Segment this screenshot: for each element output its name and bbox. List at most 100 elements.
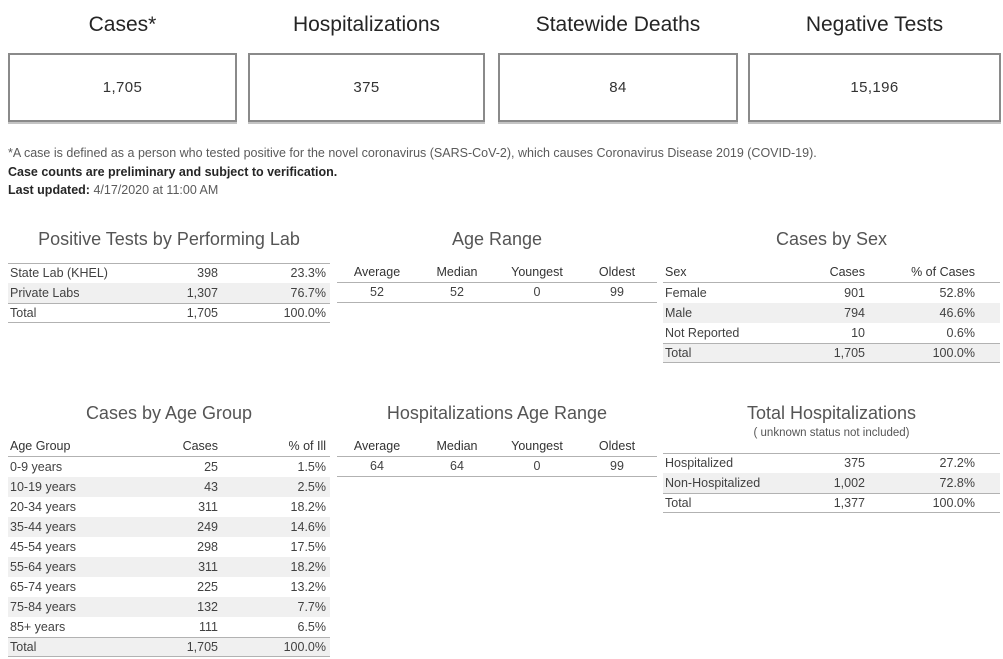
last-updated-label: Last updated: (8, 183, 90, 198)
row-percent: 18.2% (290, 499, 326, 514)
summary-card-negative-tests: Negative Tests 15,196 (748, 0, 1001, 125)
col-header: Youngest (511, 439, 563, 453)
footnotes: *A case is defined as a person who teste… (8, 144, 1000, 200)
row-label: Total (10, 640, 37, 654)
title-hosp-age-range: Hospitalizations Age Range (386, 403, 608, 423)
table-row: Male 794 46.6% (663, 303, 1000, 323)
table-row: Non-Hospitalized 1,002 72.8% (663, 473, 1000, 493)
row-label: Not Reported (665, 325, 740, 340)
row-count: 1,705 (186, 640, 218, 654)
col-header: Median (436, 265, 478, 279)
row-percent: 72.8% (939, 475, 975, 490)
table-cases-by-age: Age Group Cases % of Ill 0-9 years 25 1.… (8, 437, 330, 657)
row-percent: 100.0% (932, 346, 975, 360)
row-label: Male (665, 305, 693, 320)
preliminary-note: Case counts are preliminary and subject … (8, 164, 338, 179)
row-count: 794 (844, 305, 865, 320)
col-header: Age Group (10, 439, 71, 453)
total-row: Total 1,377 100.0% (663, 493, 1000, 513)
summary-card-hospitalizations: Hospitalizations 375 (248, 0, 485, 125)
table-row: Not Reported 10 0.6% (663, 323, 1000, 343)
row-count: 43 (204, 479, 218, 494)
card-value-negative-tests: 15,196 (850, 79, 899, 96)
row-count: 132 (197, 599, 218, 614)
total-row: Total 1,705 100.0% (663, 343, 1000, 363)
row-label: Non-Hospitalized (665, 475, 761, 490)
cell-youngest: 0 (533, 285, 541, 299)
header-row: Age Group Cases % of Ill (8, 437, 330, 457)
total-row: Total 1,705 100.0% (8, 637, 330, 657)
row-label: 55-64 years (10, 559, 77, 574)
table-row: 85+ years 111 6.5% (8, 617, 330, 637)
row-label: 65-74 years (10, 579, 77, 594)
row-label: 20-34 years (10, 499, 77, 514)
row-count: 311 (198, 499, 218, 514)
row-percent: 18.2% (290, 559, 326, 574)
table-total-hospitalizations: Hospitalized 375 27.2% Non-Hospitalized … (663, 453, 1000, 513)
row-label: Total (10, 306, 37, 320)
table-row: 45-54 years 298 17.5% (8, 537, 330, 557)
row-percent: 0.6% (946, 325, 976, 340)
col-header: % of Cases (911, 265, 975, 279)
card-value-box: 84 (498, 53, 738, 122)
row-percent: 23.3% (290, 266, 326, 280)
table-row: 10-19 years 43 2.5% (8, 477, 330, 497)
last-updated-line: Last updated: 4/17/2020 at 11:00 AM (8, 181, 1000, 200)
card-title-deaths: Statewide Deaths (535, 13, 701, 36)
col-header: Cases (829, 265, 865, 279)
row-count: 249 (197, 519, 218, 534)
row-count: 398 (197, 266, 218, 280)
row-percent: 100.0% (283, 640, 326, 654)
cell-oldest: 99 (610, 459, 624, 473)
table-cases-by-sex: Sex Cases % of Cases Female 901 52.8% Ma… (663, 263, 1000, 363)
table-row: Private Labs 1,307 76.7% (8, 283, 330, 303)
row-count: 311 (198, 559, 218, 574)
row-percent: 7.7% (297, 599, 327, 614)
total-row: Total 1,705 100.0% (8, 303, 330, 323)
row-count: 298 (197, 539, 218, 554)
row-label: Private Labs (10, 285, 80, 300)
header-row: Sex Cases % of Cases (663, 263, 1000, 283)
row-count: 111 (198, 619, 218, 634)
table-row: 35-44 years 249 14.6% (8, 517, 330, 537)
card-title-negative-tests: Negative Tests (805, 13, 944, 36)
row-count: 1,705 (833, 346, 865, 360)
row-percent: 52.8% (939, 285, 975, 300)
row-count: 225 (197, 579, 218, 594)
table-age-range: Average Median Youngest Oldest 52 52 0 9… (337, 263, 657, 303)
summary-card-deaths: Statewide Deaths 84 (498, 0, 738, 125)
cell-median: 52 (450, 285, 464, 299)
row-percent: 2.5% (297, 479, 327, 494)
header-row: Average Median Youngest Oldest (337, 437, 657, 457)
table-row: 0-9 years 25 1.5% (8, 457, 330, 477)
last-updated-value: 4/17/2020 at 11:00 AM (93, 183, 219, 198)
row-percent: 100.0% (932, 496, 975, 510)
header-row: Average Median Youngest Oldest (337, 263, 657, 283)
table-performing-lab: State Lab (KHEL) 398 23.3% Private Labs … (8, 263, 330, 323)
row-percent: 6.5% (297, 619, 327, 634)
row-count: 1,307 (186, 285, 218, 300)
row-label: 45-54 years (10, 539, 77, 554)
row-label: 75-84 years (10, 599, 77, 614)
card-title-cases: Cases* (88, 13, 157, 36)
table-row: 75-84 years 132 7.7% (8, 597, 330, 617)
col-header: Sex (665, 265, 687, 279)
row-percent: 14.6% (290, 519, 326, 534)
row-count: 375 (844, 456, 865, 470)
cell-average: 64 (370, 459, 384, 473)
table-row: 64 64 0 99 (337, 457, 657, 477)
subtitle-total-hospitalizations: ( unknown status not included) (753, 427, 910, 439)
row-percent: 1.5% (297, 459, 327, 474)
col-header: Oldest (598, 265, 636, 279)
row-label: Total (665, 496, 692, 510)
card-value-hospitalizations: 375 (353, 79, 380, 96)
table-hosp-age-range: Average Median Youngest Oldest 64 64 0 9… (337, 437, 657, 477)
row-percent: 13.2% (290, 579, 326, 594)
row-label: State Lab (KHEL) (10, 266, 108, 280)
row-label: 35-44 years (10, 519, 77, 534)
card-value-box: 375 (248, 53, 485, 122)
row-label: 85+ years (10, 619, 66, 634)
row-label: Hospitalized (665, 456, 734, 470)
row-percent: 17.5% (290, 539, 326, 554)
row-count: 10 (851, 325, 865, 340)
